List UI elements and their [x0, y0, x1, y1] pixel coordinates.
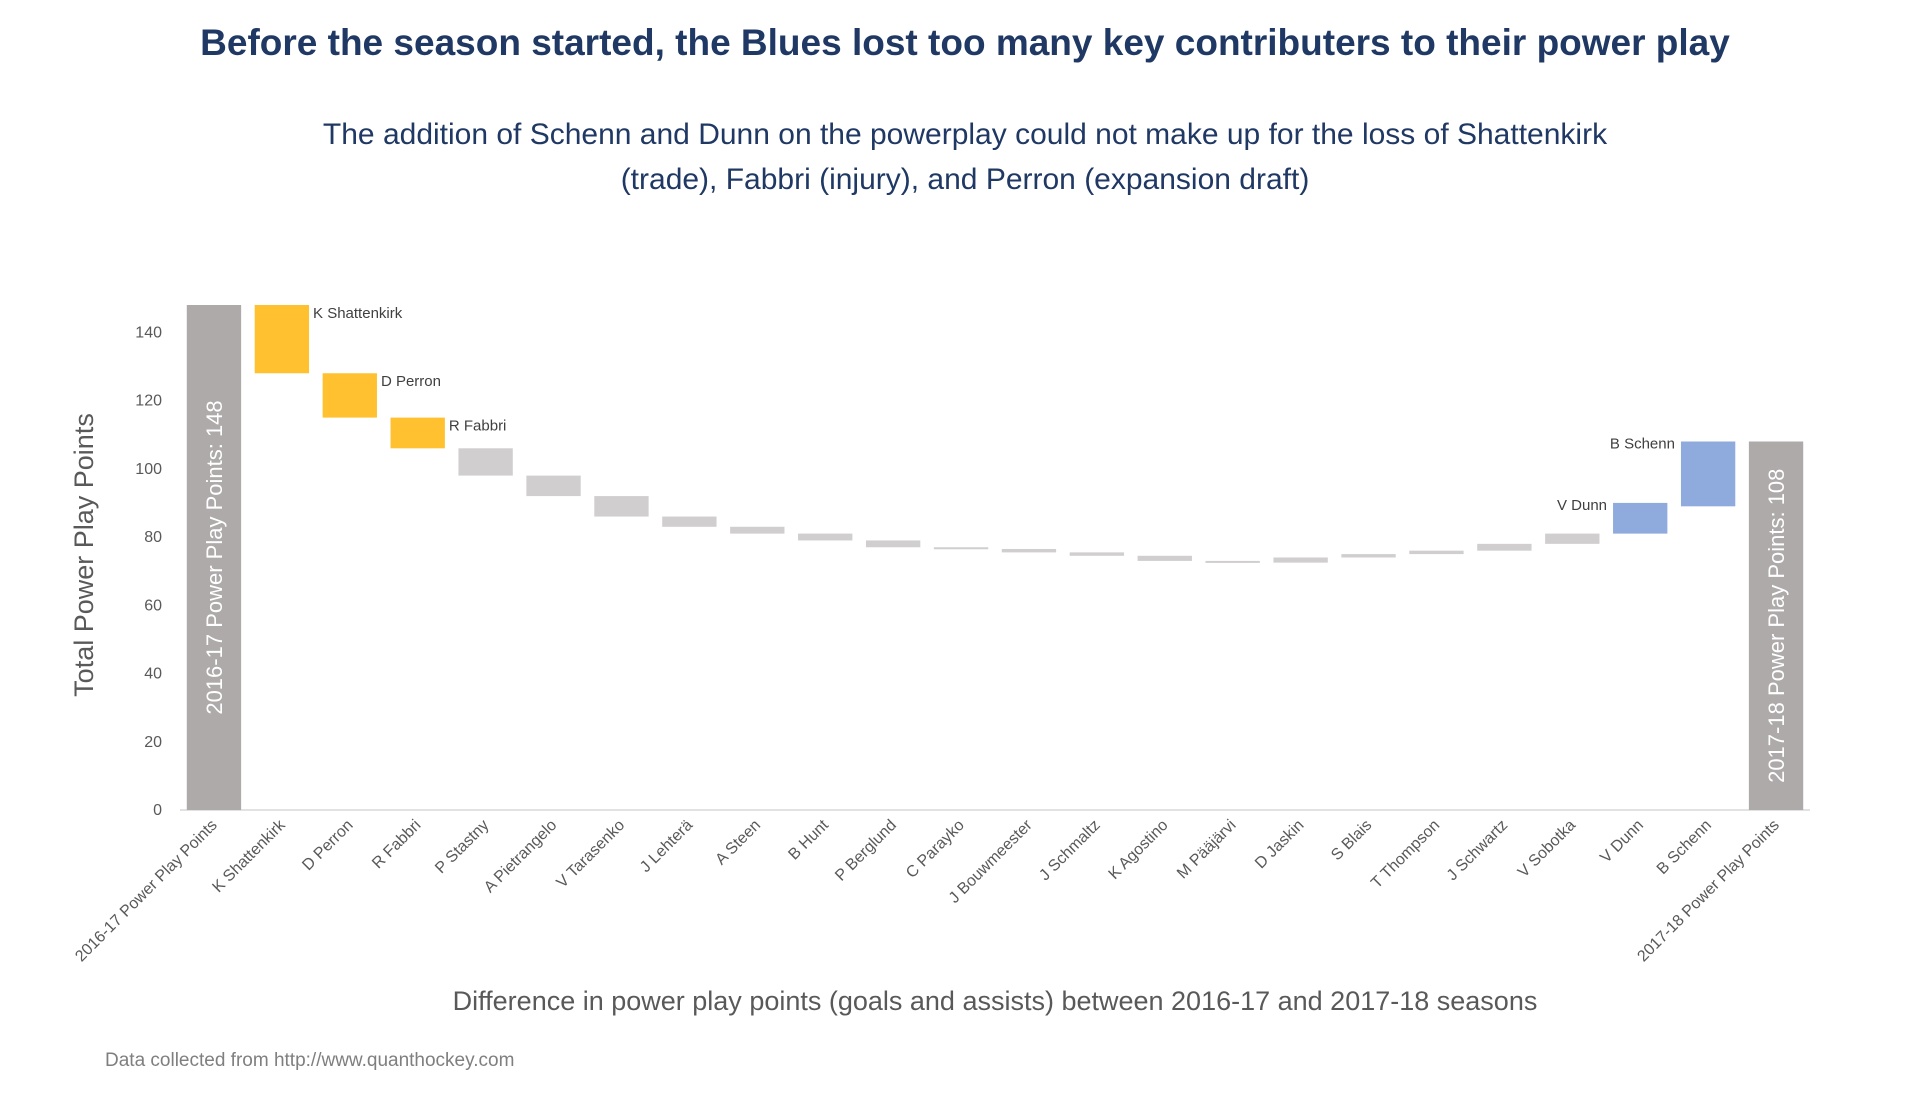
- x-tick-label: 2017-18 Power Play Points: [1634, 817, 1782, 965]
- chart-subtitle: The addition of Schenn and Dunn on the p…: [0, 112, 1930, 202]
- x-tick-label: V Tarasenko: [554, 817, 629, 892]
- waterfall-bar: [865, 540, 921, 548]
- x-tick-label: 2016-17 Power Play Points: [72, 817, 220, 965]
- total-bar-label: 2016-17 Power Play Points: 148: [202, 400, 227, 714]
- x-tick-label: R Fabbri: [369, 817, 424, 872]
- bar-annotation: R Fabbri: [449, 418, 507, 435]
- waterfall-bar: [1205, 560, 1260, 563]
- bar-labels: 2016-17 Power Play Points: 148 K Shattenk…: [202, 305, 1789, 783]
- waterfall-bar: [1273, 557, 1328, 563]
- waterfall-bar: [933, 547, 989, 550]
- subtitle-line-2: (trade), Fabbri (injury), and Perron (ex…: [620, 163, 1310, 196]
- y-tick-label: 40: [144, 666, 162, 683]
- bars: [186, 305, 1804, 810]
- waterfall-bar: [1137, 555, 1192, 561]
- y-axis-label: Total Power Play Points: [69, 413, 99, 697]
- waterfall-bar: [1341, 554, 1396, 558]
- waterfall-bar: [1748, 441, 1804, 810]
- waterfall-bar: [1409, 550, 1464, 555]
- waterfall-bar: [458, 448, 513, 476]
- x-tick-label: J Schwartz: [1444, 817, 1511, 884]
- x-tick-label: J Schmaltz: [1036, 817, 1103, 884]
- x-tick-label: P Berglund: [832, 817, 900, 885]
- waterfall-bar: [1680, 441, 1736, 507]
- subtitle-line-1: The addition of Schenn and Dunn on the p…: [322, 118, 1608, 151]
- y-tick-label: 120: [135, 393, 162, 410]
- waterfall-bar: [594, 496, 649, 517]
- waterfall-bar: [526, 475, 581, 497]
- waterfall-bar: [730, 526, 785, 534]
- waterfall-bar: [1001, 548, 1057, 553]
- x-tick-label: A Steen: [712, 817, 764, 869]
- y-tick-label: 100: [135, 461, 162, 478]
- bar-annotation: K Shattenkirk: [313, 305, 403, 322]
- x-tick-label: K Shattenkirk: [209, 816, 289, 896]
- y-tick-label: 60: [144, 597, 162, 614]
- x-tick-label: B Schenn: [1654, 817, 1715, 878]
- waterfall-bar: [1069, 552, 1125, 556]
- bar-annotation: D Perron: [381, 373, 441, 390]
- waterfall-bar: [662, 516, 717, 527]
- x-tick-label: D Jaskin: [1252, 817, 1307, 872]
- x-tick-label: D Perron: [299, 817, 356, 874]
- waterfall-bar: [254, 305, 310, 374]
- x-tick-label: C Parayko: [903, 817, 968, 882]
- bar-annotation: V Dunn: [1557, 497, 1607, 514]
- y-tick-label: 80: [144, 529, 162, 546]
- x-tick-label: S Blais: [1328, 817, 1375, 864]
- waterfall-bar: [1545, 533, 1600, 544]
- x-tick-label: J Lehterä: [637, 817, 696, 876]
- waterfall-bar: [1613, 502, 1668, 534]
- waterfall-bar: [186, 305, 242, 810]
- y-tick-label: 0: [153, 802, 162, 819]
- y-axis-ticks: 0 20 40 60 80 100 120 140: [135, 324, 162, 819]
- total-bar-label: 2017-18 Power Play Points: 108: [1764, 469, 1789, 783]
- x-tick-label: M Pääjärvi: [1174, 817, 1239, 882]
- waterfall-bar: [322, 373, 377, 418]
- x-tick-label: P Stastny: [432, 817, 492, 877]
- waterfall-bar: [390, 417, 445, 449]
- x-tick-label: K Agostino: [1106, 817, 1172, 883]
- x-tick-label: V Sobotka: [1515, 817, 1579, 881]
- x-tick-label: T Thompson: [1368, 817, 1443, 892]
- y-tick-label: 20: [144, 734, 162, 751]
- source-note: Data collected from http://www.quanthock…: [105, 1050, 515, 1071]
- waterfall-bar: [1477, 543, 1532, 551]
- x-tick-label: B Hunt: [785, 816, 832, 863]
- x-axis-label: Difference in power play points (goals a…: [453, 986, 1538, 1016]
- x-tick-label: A Pietrangelo: [481, 817, 560, 896]
- y-tick-label: 140: [135, 324, 162, 341]
- chart-title: Before the season started, the Blues los…: [200, 22, 1730, 63]
- waterfall-bar: [798, 533, 853, 541]
- bar-annotation: B Schenn: [1610, 435, 1675, 452]
- x-tick-label: V Dunn: [1597, 817, 1647, 867]
